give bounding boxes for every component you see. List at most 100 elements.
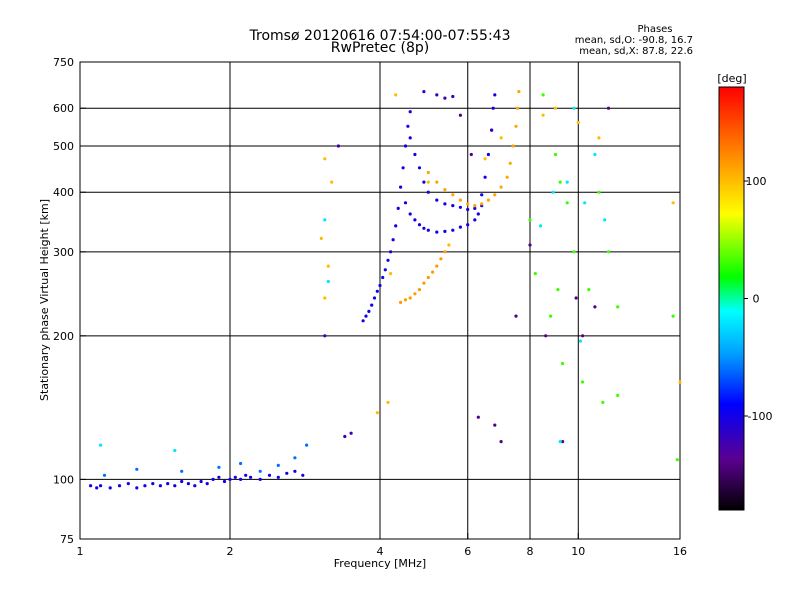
data-point: [372, 296, 377, 300]
data-point: [426, 275, 430, 280]
data-point: [323, 334, 327, 338]
data-point: [258, 477, 262, 481]
y-tick-label: 750: [53, 56, 74, 69]
series-0: [89, 469, 305, 490]
data-point: [517, 90, 521, 94]
data-point: [451, 193, 455, 197]
data-point: [228, 477, 232, 481]
stats-header: Phases: [637, 24, 672, 35]
data-point: [558, 440, 562, 444]
data-point: [89, 484, 93, 488]
data-point: [323, 157, 327, 161]
x-tick-label: 4: [377, 545, 384, 558]
y-tick-label: 500: [53, 140, 74, 153]
data-point: [193, 484, 197, 488]
data-point: [143, 484, 147, 488]
data-point: [443, 188, 447, 192]
data-point: [408, 136, 412, 140]
data-point: [508, 161, 512, 165]
data-point: [541, 93, 545, 97]
colorbar-tick-label: -100: [748, 410, 773, 423]
data-point: [561, 440, 565, 444]
data-point: [435, 264, 439, 268]
data-point: [239, 461, 243, 466]
data-point: [480, 202, 484, 206]
data-point: [408, 212, 412, 216]
data-point: [480, 193, 484, 197]
data-point: [394, 93, 398, 97]
data-point: [222, 479, 227, 484]
data-point: [473, 218, 477, 222]
series-4: [403, 201, 484, 234]
data-point: [135, 467, 139, 471]
data-point: [675, 458, 679, 462]
data-point: [361, 319, 365, 323]
data-point: [616, 305, 620, 309]
y-tick-label: 600: [53, 102, 74, 115]
data-point: [383, 268, 387, 272]
x-axis-ticks: 1 2 4 6 8 10 16: [77, 533, 687, 558]
data-point: [435, 180, 439, 184]
series-8: [319, 93, 682, 415]
data-point: [276, 475, 280, 479]
data-point: [486, 198, 490, 202]
x-tick-label: 10: [571, 545, 585, 558]
data-point: [135, 486, 139, 490]
x-tick-label: 16: [673, 545, 687, 558]
chart-subtitle: RwPretec (8p): [331, 40, 429, 56]
data-point: [426, 170, 430, 175]
data-point: [378, 283, 382, 288]
data-point: [544, 334, 548, 338]
data-point: [217, 475, 221, 479]
y-tick-label: 400: [53, 186, 74, 199]
data-point: [578, 339, 583, 343]
data-point: [399, 300, 403, 304]
data-point: [166, 482, 170, 486]
data-point: [528, 218, 532, 222]
data-point: [443, 202, 447, 206]
x-tick-label: 6: [464, 545, 471, 558]
data-point: [576, 120, 580, 125]
series-2: [361, 110, 412, 323]
data-point: [205, 482, 209, 486]
series-10: [458, 106, 611, 444]
data-point: [499, 440, 503, 444]
data-point: [102, 473, 107, 477]
data-point: [413, 218, 417, 222]
data-point: [99, 484, 103, 488]
data-point: [422, 90, 426, 94]
data-point: [447, 243, 451, 247]
series-9: [528, 93, 679, 462]
data-point: [426, 180, 430, 184]
data-point: [565, 201, 569, 205]
series-1: [102, 443, 309, 477]
series-5: [323, 90, 494, 439]
data-point: [565, 180, 569, 184]
data-point: [458, 225, 462, 229]
data-point: [603, 218, 607, 222]
data-point: [553, 152, 558, 157]
data-point: [99, 443, 103, 447]
data-point: [511, 144, 515, 148]
data-point: [375, 411, 379, 415]
data-point: [301, 473, 305, 477]
data-point: [375, 289, 379, 293]
data-point: [476, 415, 480, 419]
data-point: [408, 296, 412, 300]
data-point: [451, 94, 455, 99]
data-point: [451, 204, 455, 208]
data-point: [435, 230, 439, 234]
data-point: [180, 479, 184, 484]
colorbar: [718, 86, 745, 511]
grid-lines: [80, 62, 680, 539]
data-point: [403, 144, 408, 148]
chart-title: Tromsø 20120616 07:54:00-07:55:43: [249, 28, 511, 44]
data-point: [601, 400, 605, 404]
data-point: [505, 175, 509, 179]
data-point: [476, 212, 480, 216]
data-point: [541, 113, 545, 117]
x-tick-label: 1: [77, 545, 84, 558]
data-point: [211, 477, 215, 481]
data-point: [408, 110, 412, 114]
